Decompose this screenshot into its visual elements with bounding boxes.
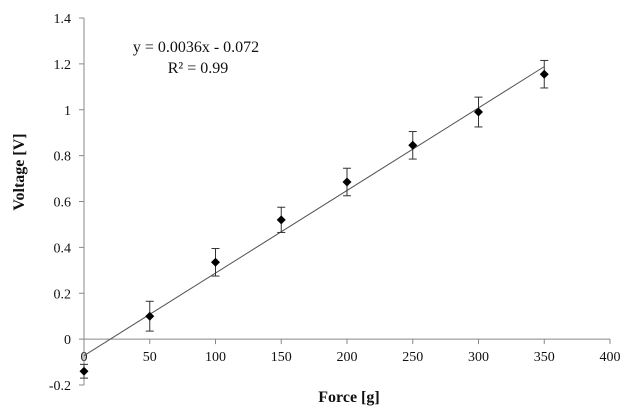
y-tick-label: 0.6 xyxy=(54,196,72,211)
r-squared-label: R² = 0.99 xyxy=(168,60,229,77)
trendline-group xyxy=(83,66,545,357)
axes xyxy=(79,17,611,386)
y-tick-labels: -0.2 0 0.2 0.4 0.6 0.8 1 1.2 1.4 xyxy=(49,12,71,394)
y-tick-label: -0.2 xyxy=(49,379,71,394)
y-tick-label: 1.4 xyxy=(54,12,72,27)
trendline xyxy=(83,66,545,357)
data-points xyxy=(79,69,549,376)
data-point xyxy=(145,311,155,321)
data-point xyxy=(276,215,286,225)
x-tick-label: 50 xyxy=(143,350,157,365)
y-tick-label: 0.4 xyxy=(54,241,72,256)
x-tick-label: 0 xyxy=(81,350,88,365)
data-point xyxy=(474,107,483,117)
equation-label: y = 0.0036x - 0.072 xyxy=(133,39,259,56)
y-tick-label: 1 xyxy=(64,104,71,119)
y-tick-label: 0.2 xyxy=(54,287,72,302)
y-axis-title: Voltage [V] xyxy=(11,133,28,210)
x-tick-labels: 0 50 100 150 200 250 300 350 400 xyxy=(81,350,621,365)
x-tick-label: 300 xyxy=(468,350,489,365)
data-point xyxy=(539,69,549,79)
y-tick-label: 1.2 xyxy=(54,58,72,73)
data-point xyxy=(408,140,418,150)
x-axis-title: Force [g] xyxy=(318,389,379,406)
x-tick-label: 350 xyxy=(534,350,555,365)
x-tick-label: 100 xyxy=(205,350,226,365)
x-tick-label: 150 xyxy=(271,350,292,365)
y-tick-label: 0.8 xyxy=(54,150,72,165)
data-point xyxy=(79,366,89,376)
data-point xyxy=(342,177,352,187)
data-point xyxy=(211,257,220,267)
x-tick-label: 250 xyxy=(402,350,423,365)
x-tick-label: 200 xyxy=(337,350,358,365)
error-bars xyxy=(80,59,549,379)
y-tick-label: 0 xyxy=(64,333,71,348)
x-tick-label: 400 xyxy=(600,350,621,365)
